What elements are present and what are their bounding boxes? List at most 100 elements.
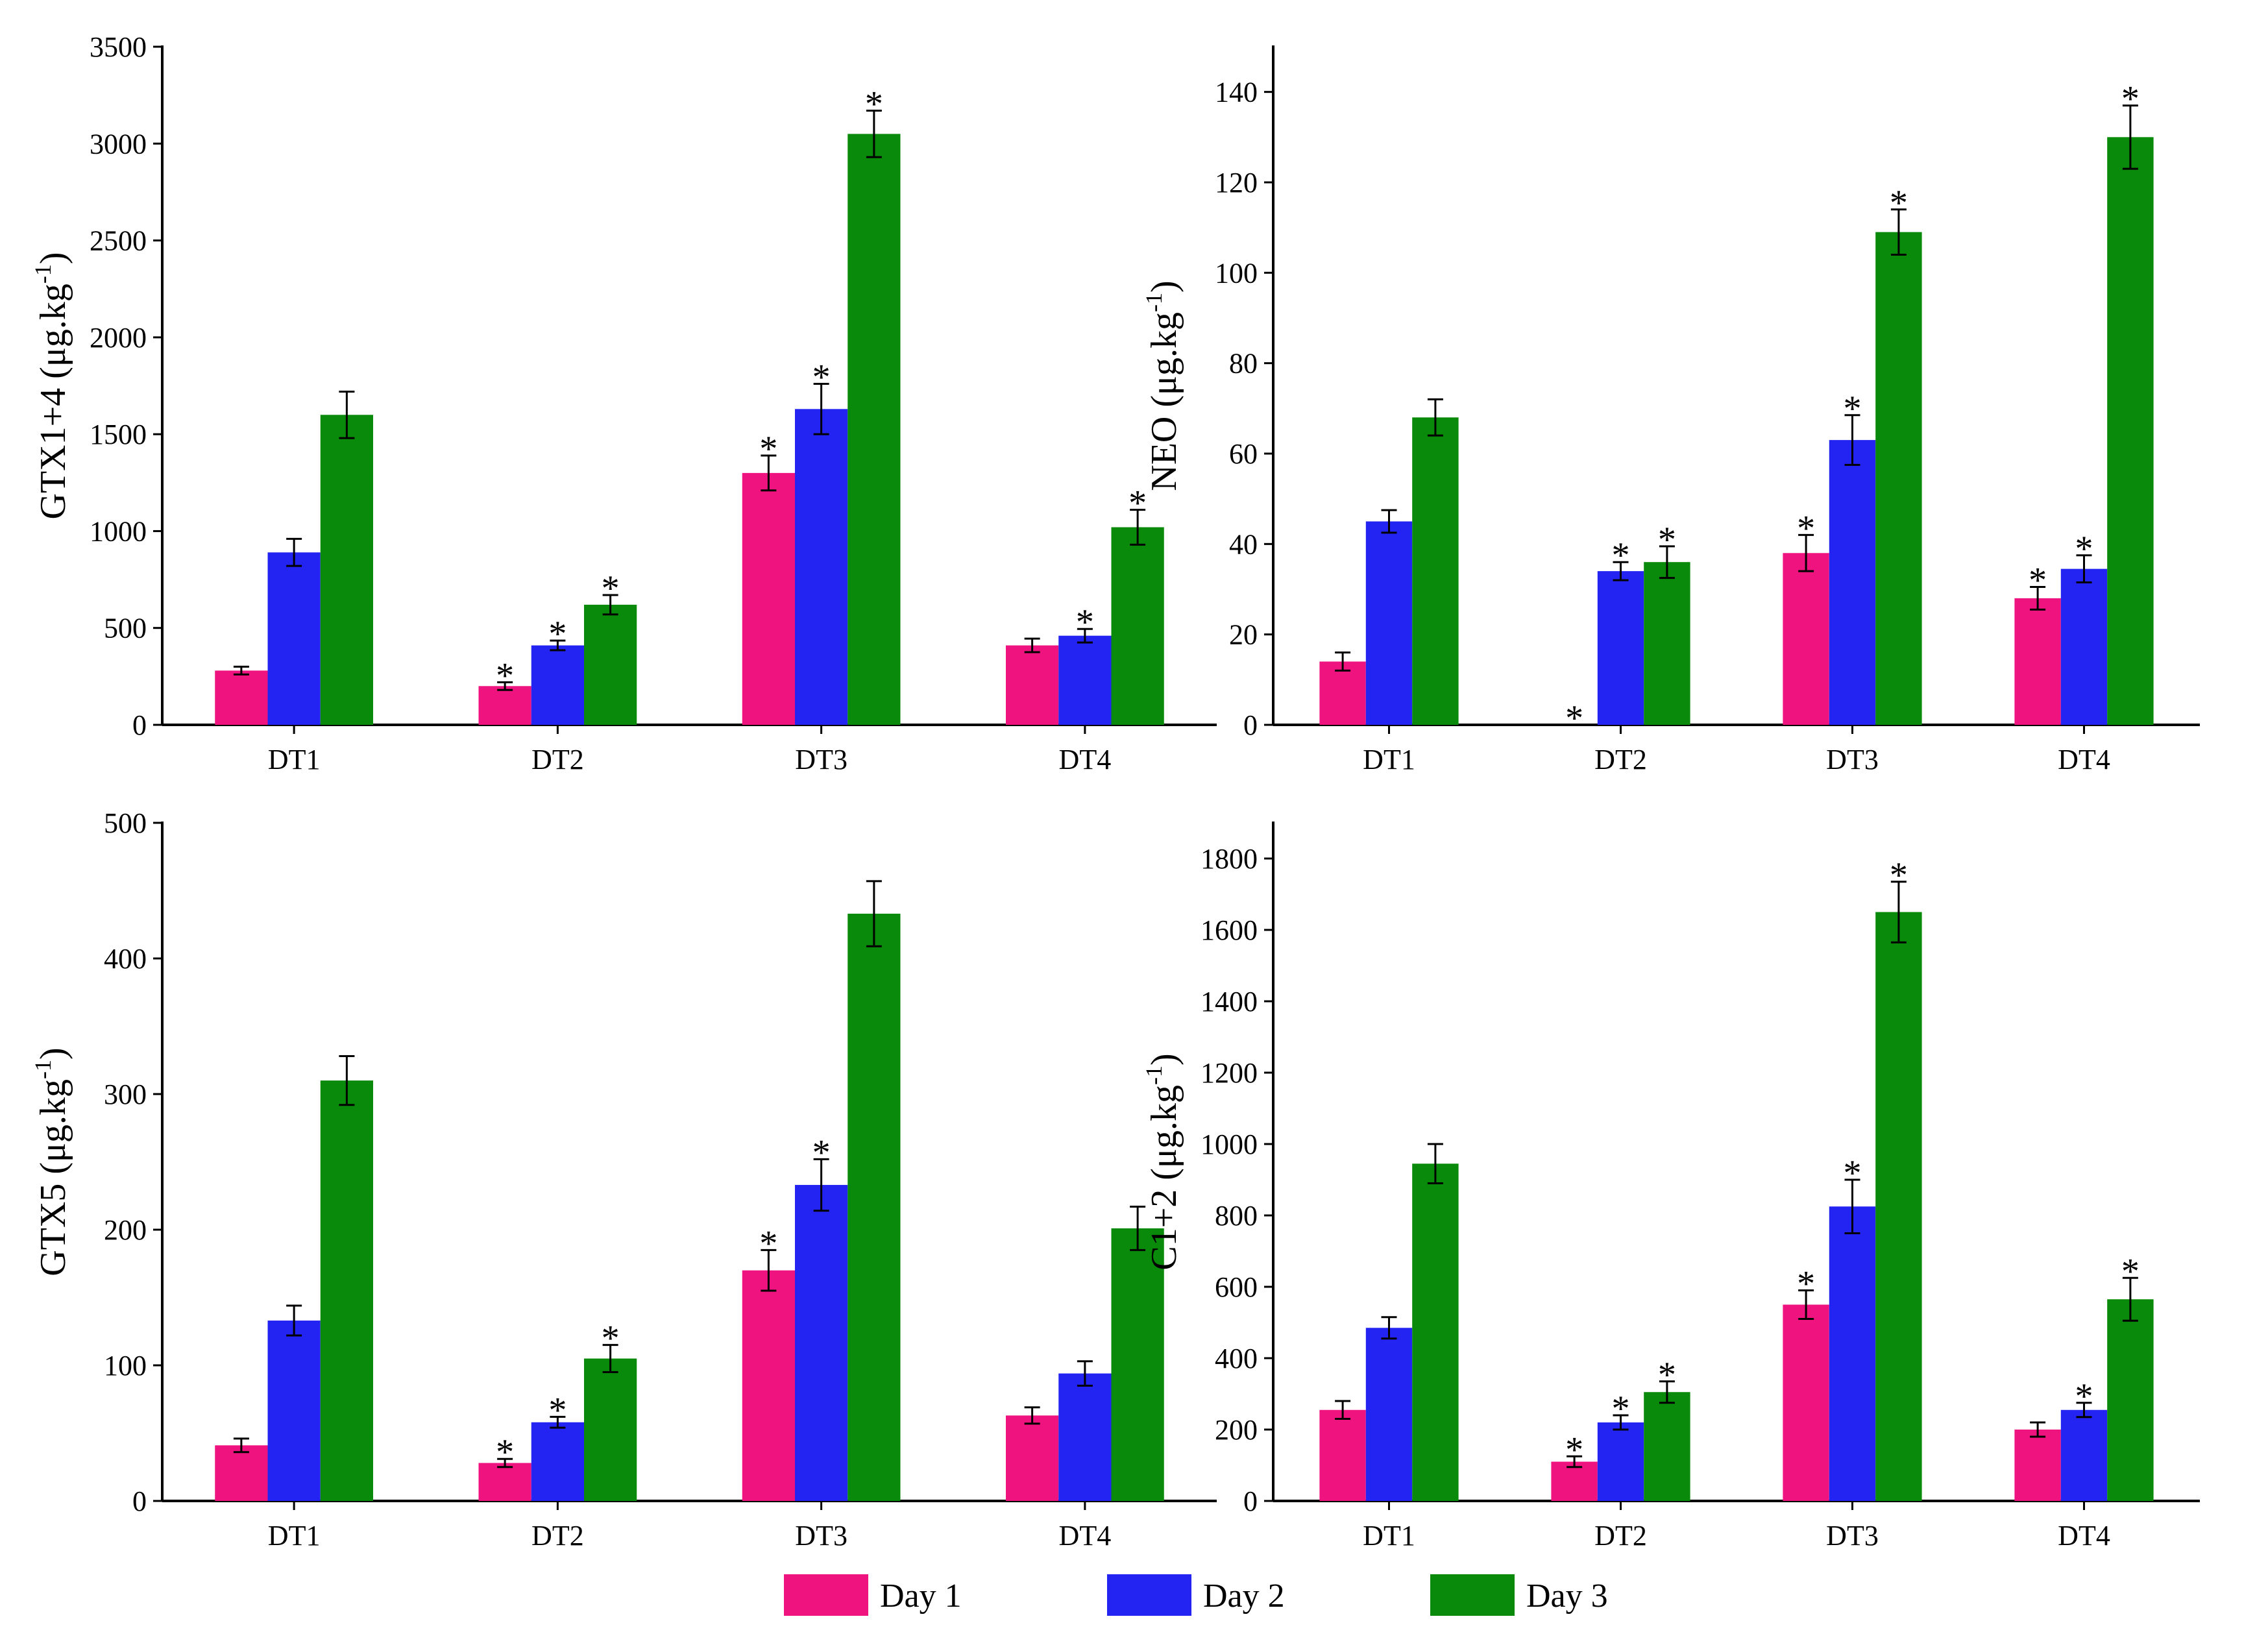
y-tick-label: 2500 xyxy=(90,225,147,257)
y-tick-label: 3500 xyxy=(90,31,147,63)
y-tick-label: 1400 xyxy=(1201,986,1258,1017)
error-bar xyxy=(497,681,513,691)
legend: Day 1 Day 2 Day 3 xyxy=(784,1574,1608,1616)
significance-mark: * xyxy=(812,358,831,398)
error-bar xyxy=(602,1344,618,1373)
y-tick-label: 200 xyxy=(1215,1414,1258,1446)
x-tick-label: DT4 xyxy=(1059,744,1112,775)
y-tick-label: 0 xyxy=(132,1485,147,1517)
bar xyxy=(1783,553,1829,725)
error-bar xyxy=(233,1437,249,1454)
bar xyxy=(1006,1415,1059,1501)
significance-mark: * xyxy=(1565,698,1583,738)
y-axis-label-end: ) xyxy=(33,252,73,265)
x-tick-label: DT3 xyxy=(1826,744,1879,775)
x-tick-label: DT4 xyxy=(2058,1520,2110,1552)
error-bar xyxy=(1130,509,1146,546)
y-tick-label: 1000 xyxy=(1201,1128,1258,1160)
y-tick-label: 800 xyxy=(1215,1200,1258,1232)
bar xyxy=(267,1321,321,1501)
bar xyxy=(1006,645,1059,725)
significance-mark: * xyxy=(602,568,620,609)
significance-mark: * xyxy=(1076,602,1094,642)
error-bar xyxy=(1024,637,1040,653)
y-tick-label: 100 xyxy=(1215,257,1258,289)
x-tick-label: DT4 xyxy=(1059,1520,1112,1552)
significance-mark: * xyxy=(1890,855,1908,896)
bar xyxy=(267,552,321,725)
y-axis-label-sup: -1 xyxy=(1141,293,1167,312)
error-bar xyxy=(1077,1360,1093,1387)
y-tick-label: 3000 xyxy=(90,128,147,160)
y-tick-label: 0 xyxy=(132,709,147,741)
legend-item-day-2: Day 2 xyxy=(1107,1574,1285,1616)
error-bar xyxy=(1427,1143,1443,1184)
error-bar xyxy=(1427,398,1443,437)
error-bar xyxy=(813,1158,829,1212)
bar xyxy=(1319,1409,1366,1501)
error-bar xyxy=(550,1415,566,1429)
error-bar xyxy=(2030,1421,2046,1438)
significance-mark: * xyxy=(2121,79,2140,119)
legend-label: Day 3 xyxy=(1526,1578,1608,1615)
x-tick-label: DT1 xyxy=(1363,1520,1415,1552)
error-bar xyxy=(761,1249,777,1292)
y-axis-label-main: C1+2 (μg.kg xyxy=(1144,1085,1184,1271)
significance-mark: * xyxy=(2029,561,2047,601)
bar xyxy=(1058,635,1112,725)
y-tick-label: 2000 xyxy=(90,322,147,354)
legend-swatch xyxy=(784,1574,868,1616)
y-tick-label: 60 xyxy=(1229,438,1258,470)
error-bar xyxy=(1798,533,1814,572)
x-tick-label: DT2 xyxy=(1594,744,1647,775)
error-bar xyxy=(2122,1276,2138,1322)
significance-mark: * xyxy=(759,1223,777,1263)
bar xyxy=(215,670,268,725)
bar xyxy=(1783,1304,1829,1501)
significance-mark: * xyxy=(602,1319,620,1359)
bar xyxy=(531,1422,584,1501)
significance-mark: * xyxy=(1612,535,1630,576)
error-bar xyxy=(286,1304,302,1337)
error-bar xyxy=(1659,1380,1675,1404)
bar xyxy=(742,1270,795,1501)
error-bar xyxy=(2122,104,2138,170)
y-tick-label: 200 xyxy=(104,1214,147,1246)
bar xyxy=(795,409,848,725)
error-bar xyxy=(866,110,882,158)
x-tick-label: DT1 xyxy=(1363,744,1415,775)
error-bar xyxy=(1613,561,1629,581)
significance-mark: * xyxy=(2075,1376,2093,1417)
x-tick-label: DT3 xyxy=(795,744,847,775)
legend-item-day-3: Day 3 xyxy=(1430,1574,1608,1616)
y-tick-label: 40 xyxy=(1229,528,1258,560)
legend-swatch xyxy=(1430,1574,1515,1616)
bar xyxy=(2107,1299,2154,1501)
significance-mark: * xyxy=(1612,1389,1630,1429)
y-axis-label-main: GTX5 (μg.kg xyxy=(33,1079,73,1276)
significance-mark: * xyxy=(1658,1355,1676,1395)
error-bar xyxy=(1024,1406,1040,1425)
x-tick-label: DT2 xyxy=(1594,1520,1647,1552)
error-bar xyxy=(813,383,829,435)
y-axis-label-end: ) xyxy=(33,1047,73,1060)
bar xyxy=(847,134,901,725)
y-tick-label: 1800 xyxy=(1201,843,1258,875)
error-bar xyxy=(1844,414,1860,466)
chart-panel-2: 0 20 40 60 80 100 120 140 NEO (μg.kg-1) DT1 DT2 * * *… xyxy=(1141,45,2200,775)
bar xyxy=(2107,137,2154,725)
significance-mark: * xyxy=(548,614,567,654)
y-tick-label: 20 xyxy=(1229,619,1258,651)
significance-mark: * xyxy=(759,429,777,469)
y-tick-label: 120 xyxy=(1215,167,1258,199)
significance-mark: * xyxy=(2075,529,2093,569)
y-tick-label: 140 xyxy=(1215,77,1258,108)
y-axis-label-end: ) xyxy=(1144,1053,1184,1066)
y-axis-label-end: ) xyxy=(1144,280,1184,293)
chart-panel-1: 0 500 1000 1500 2000 2500 3000 3500 GTX1+4 (μg.k… xyxy=(30,31,1217,775)
error-bar xyxy=(339,390,355,439)
significance-mark: * xyxy=(1797,1264,1815,1304)
y-tick-label: 80 xyxy=(1229,348,1258,380)
bar xyxy=(2060,1409,2108,1501)
